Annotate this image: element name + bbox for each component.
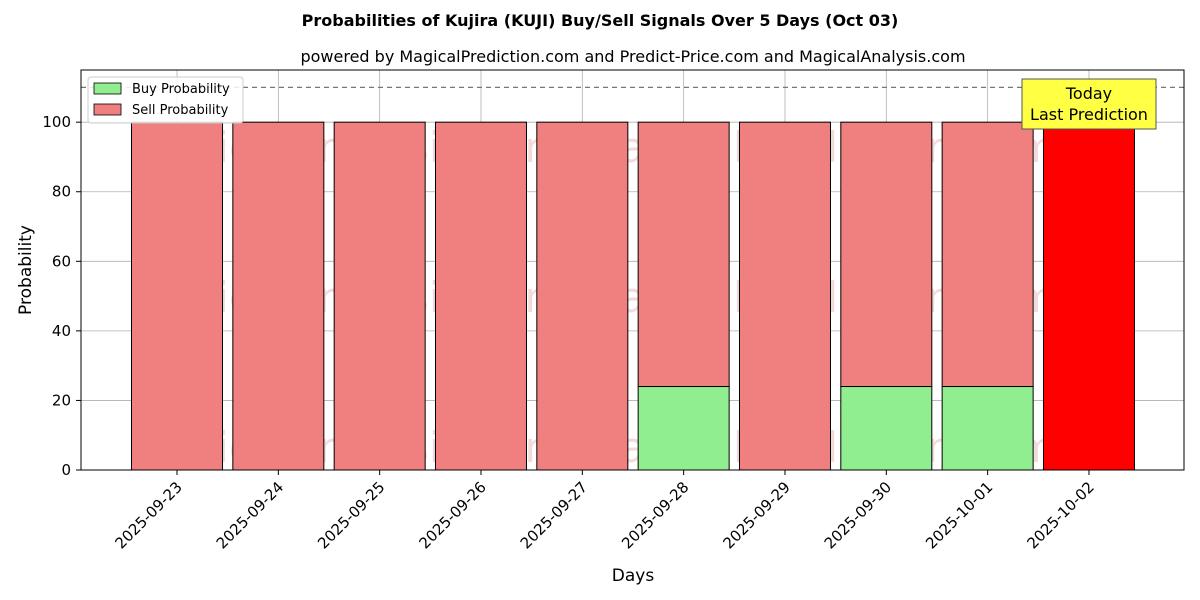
sell-bar [738,121,831,471]
y-tick-label: 80 [52,183,71,201]
x-tick-label: 2025-10-02 [1023,478,1097,552]
y-axis-label: Probability [16,225,36,315]
plot-frame [80,69,1185,471]
y-tick-label: 100 [42,113,71,131]
y-tick-label: 60 [52,252,71,270]
annotation-box [1021,78,1157,130]
buy-bar [637,386,730,471]
y-axis: 0 20 40 60 80 100 [42,113,81,479]
x-tick-label: 2025-09-23 [111,478,185,552]
x-axis-label: Days [612,566,655,586]
legend: Buy Probability Sell Probability [87,76,244,124]
sell-bar [840,121,933,388]
buy-bar [840,386,933,471]
x-tick-label: 2025-09-25 [314,478,388,552]
chart-subtitle: powered by MagicalPrediction.com and Pre… [300,47,965,66]
sell-bar [536,121,629,471]
y-tick-label: 20 [52,391,71,409]
legend-label-sell: Sell Probability [132,103,229,118]
x-tick-label: 2025-09-29 [719,478,793,552]
x-tick-label: 2025-09-24 [213,478,287,552]
y-tick-label: 0 [61,461,71,479]
legend-label-buy: Buy Probability [132,82,230,97]
annotation-line-2: Last Prediction [1030,105,1148,124]
sell-bar [1042,121,1135,471]
sell-bar [232,121,325,471]
x-tick-label: 2025-10-01 [922,478,996,552]
buy-bar [941,386,1034,471]
legend-frame [87,76,244,124]
x-tick-label: 2025-09-28 [618,478,692,552]
x-tick-label: 2025-09-27 [517,478,591,552]
legend-swatch-buy [93,82,122,95]
sell-bar [637,121,730,388]
sell-bar [333,121,426,471]
sell-bar [941,121,1034,388]
y-tick-label: 40 [52,322,71,340]
legend-swatch-sell [93,103,122,116]
x-axis: 2025-09-23 2025-09-24 2025-09-25 2025-09-26… [111,470,1098,552]
x-tick-label: 2025-09-26 [415,478,489,552]
sell-bar [131,121,223,471]
annotation-line-1: Today [1065,84,1112,103]
bars [131,121,1135,471]
today-annotation: Today Last Prediction [1021,78,1157,130]
chart-title: Probabilities of Kujira (KUJI) Buy/Sell … [302,11,899,30]
sell-bar [434,121,527,471]
x-tick-label: 2025-09-30 [821,478,895,552]
